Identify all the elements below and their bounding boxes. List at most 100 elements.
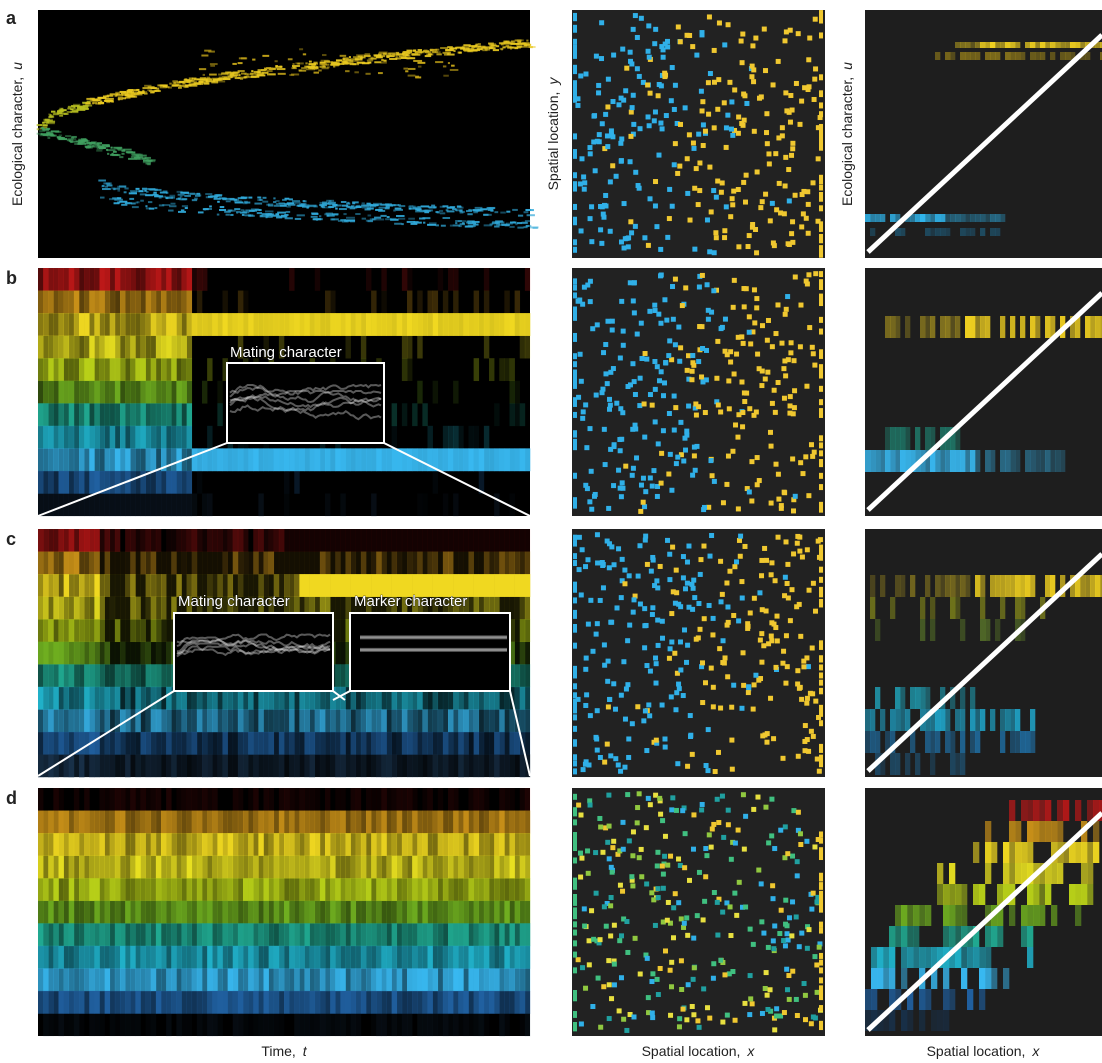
trace (394, 222, 402, 225)
heat-cell (524, 686, 531, 710)
heat-cell (325, 686, 331, 710)
heat-cell (258, 551, 264, 575)
heat-cell (371, 968, 377, 992)
heat-cell (273, 810, 280, 834)
heat-cell (114, 470, 121, 494)
heat-cell (483, 855, 490, 879)
trace (449, 206, 456, 209)
individual (728, 349, 734, 355)
trace (112, 197, 120, 200)
heat-cell (58, 380, 64, 404)
individual (817, 537, 823, 543)
individual (799, 98, 805, 104)
heat-cell (248, 788, 254, 811)
heat-cell (432, 968, 439, 992)
heat-cell (212, 945, 218, 969)
heat-cell (53, 358, 59, 382)
heat-cell (161, 968, 167, 992)
heat-cell (314, 551, 321, 575)
heat-cell (222, 551, 228, 575)
trace (443, 53, 448, 56)
individual (609, 327, 615, 333)
trace (353, 206, 358, 209)
trace (328, 200, 332, 203)
individual (726, 406, 732, 412)
individual (638, 15, 644, 21)
heat-cell (453, 810, 459, 834)
trace (52, 113, 59, 116)
heat-cell (396, 878, 403, 902)
trace (174, 84, 179, 87)
individual (731, 682, 737, 688)
heat-cell (99, 1013, 105, 1037)
heat-cell (289, 833, 295, 856)
individual (819, 598, 823, 605)
individual (770, 82, 776, 88)
heat-cell (73, 923, 80, 947)
trace (114, 198, 123, 201)
trace (117, 189, 121, 192)
trace (124, 202, 131, 205)
heat-cell (207, 990, 213, 1014)
trace (117, 98, 120, 101)
heat-cell (145, 529, 152, 552)
individual (715, 178, 721, 184)
individual (670, 544, 676, 550)
trace (516, 45, 523, 48)
heat-cell (294, 833, 300, 856)
heat-cell (494, 990, 500, 1014)
heat-cell (196, 268, 203, 291)
trace (526, 39, 529, 42)
heat-cell (432, 290, 439, 314)
individual (614, 400, 620, 406)
heat-cell (432, 686, 439, 710)
heat-cell (422, 855, 428, 879)
heat-cell (263, 551, 269, 575)
trace (386, 216, 390, 219)
heat-cell (58, 403, 64, 427)
trace (257, 69, 266, 72)
individual (618, 95, 624, 101)
heat-cell (135, 470, 141, 494)
heat-cell (73, 493, 80, 517)
heat-cell (294, 529, 300, 552)
heat-cell (150, 945, 157, 969)
individual (765, 944, 771, 950)
individual (736, 537, 742, 543)
individual (769, 200, 775, 206)
heat-cell (58, 448, 64, 472)
individual (706, 111, 712, 117)
individual (772, 409, 778, 415)
heat-cell (386, 709, 392, 733)
heat-cell (396, 788, 403, 811)
heat-cell (427, 788, 433, 811)
individual (683, 285, 689, 291)
individual (573, 181, 577, 188)
heat-cell (94, 596, 100, 620)
heat-cell (314, 709, 321, 733)
trace (131, 202, 136, 205)
trace (117, 96, 123, 99)
heat-cell (309, 551, 316, 575)
heat-cell (140, 290, 146, 314)
individual (718, 599, 724, 605)
individual (741, 117, 747, 123)
heat-cell (499, 855, 505, 879)
trace (95, 143, 102, 146)
individual (664, 317, 670, 323)
heat-cell (150, 290, 157, 314)
heat-cell (48, 448, 54, 472)
individual (740, 424, 746, 430)
heat-cell (489, 855, 495, 879)
individual (581, 186, 587, 192)
heat-cell (181, 833, 187, 856)
individual (597, 597, 603, 603)
individual (792, 274, 798, 280)
heat-cell (330, 574, 336, 597)
individual (789, 587, 795, 593)
individual (819, 111, 823, 118)
trace (172, 81, 181, 84)
heat-cell (125, 448, 131, 472)
heat-cell (63, 380, 70, 404)
heat-cell (94, 1013, 100, 1037)
